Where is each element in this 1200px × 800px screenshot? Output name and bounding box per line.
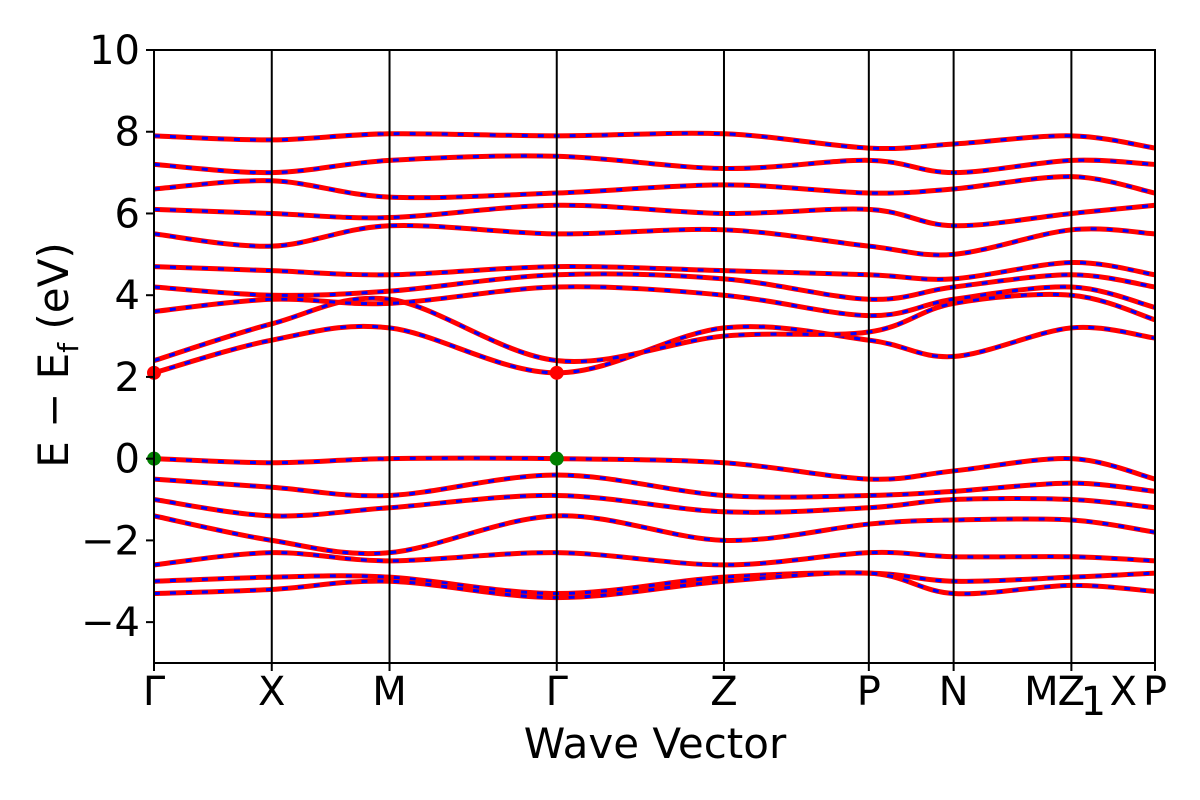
band-line-down: [153, 292, 1156, 363]
x-tick-label: Z: [1058, 669, 1085, 715]
x-tick-label: N: [939, 669, 969, 715]
x-tick-label: P: [857, 669, 881, 715]
band-line-down: [153, 203, 1156, 228]
y-tick-label: 0: [115, 437, 140, 483]
x-tick-label: P: [1143, 669, 1167, 715]
band-line-down: [153, 571, 1156, 596]
x-tick-label: M: [372, 669, 407, 715]
y-tick-label: −2: [81, 518, 140, 564]
y-axis-label-unit: (eV): [29, 242, 78, 343]
band-line-down: [153, 324, 1156, 375]
extremum-marker: [549, 365, 564, 380]
y-tick-label: 2: [115, 355, 140, 401]
axes-frame: [153, 49, 1156, 664]
band-line-down: [153, 272, 1156, 301]
band-line-up: [153, 284, 1156, 319]
band-line-down: [153, 493, 1156, 518]
x-axis-ticks: Γ X M Γ Z P N M Z P1 X: [143, 663, 1167, 725]
y-tick-label: −4: [81, 600, 140, 646]
y-tick-label: 4: [115, 273, 140, 319]
y-axis-label-main: E − E: [29, 353, 78, 468]
y-axis-label: E − Ef (eV): [29, 242, 85, 468]
band-line-down: [153, 154, 1156, 175]
band-line-down: [153, 175, 1156, 200]
x-axis-label: Wave Vector: [524, 719, 787, 768]
band-line-down: [153, 514, 1156, 556]
y-tick-label: 10: [89, 28, 140, 74]
x-tick-label: M: [1024, 669, 1059, 715]
band-line-down: [153, 456, 1156, 481]
y-tick-label: 6: [115, 191, 140, 237]
x-tick-label: Γ: [143, 669, 166, 715]
x-tick-label: Γ: [546, 669, 569, 715]
band-lines: [153, 130, 1156, 601]
y-tick-label: 8: [115, 110, 140, 156]
x-tick-label: X: [258, 669, 285, 715]
band-line-down: [153, 550, 1156, 567]
y-axis-label-subscript: f: [52, 342, 85, 353]
svg-text:E − Ef (eV): E − Ef (eV): [29, 242, 85, 468]
plot-frame: [153, 49, 1156, 664]
x-tick-label: Z: [710, 669, 737, 715]
band-line-down: [153, 131, 1156, 151]
x-tick-label: X: [1110, 669, 1137, 715]
band-line-down: [153, 571, 1156, 600]
band-line-down: [153, 473, 1156, 499]
band-line-down: [153, 223, 1156, 257]
band-line-down: [153, 261, 1156, 281]
x-tick-label-subscript: 1: [1081, 679, 1106, 725]
extremum-marker: [549, 451, 564, 466]
high-symmetry-lines: [270, 50, 1073, 663]
y-axis-ticks: −4 −2 0 2 4 6 8 10: [81, 28, 154, 646]
